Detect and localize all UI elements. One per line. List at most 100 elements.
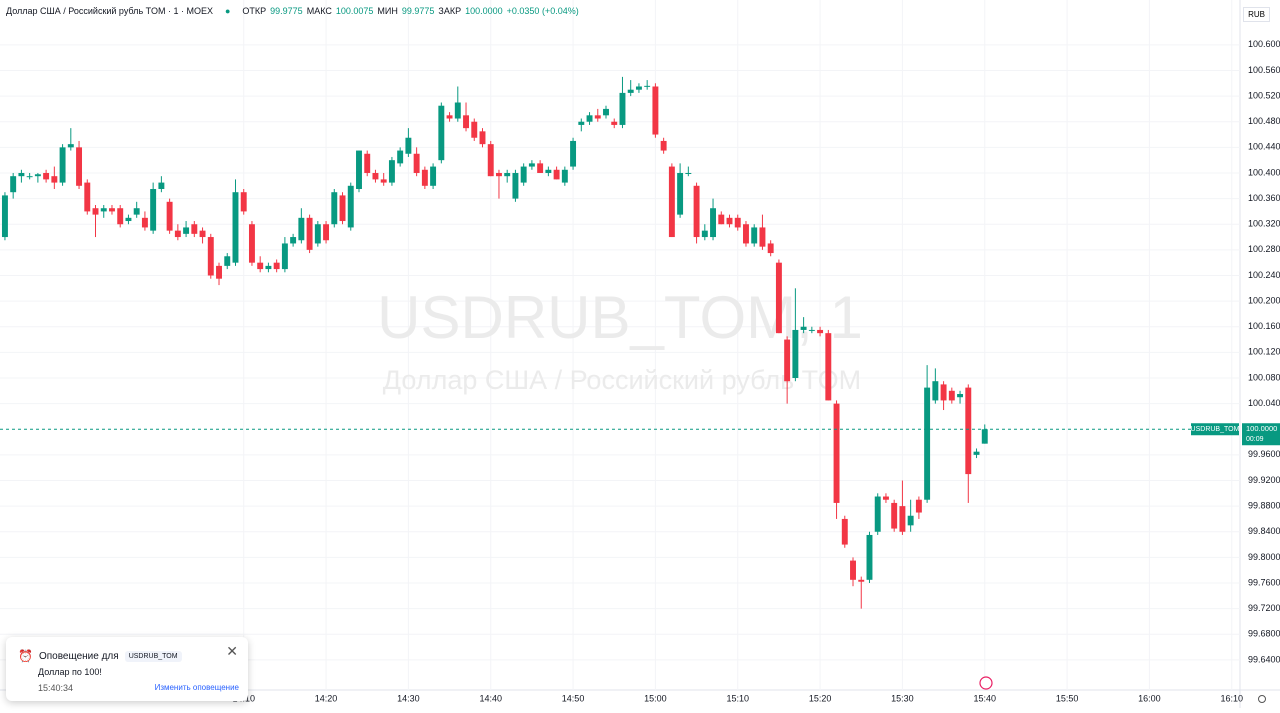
candle-body [265, 265, 272, 270]
candle-body [957, 394, 964, 398]
y-tick-label: 100.2400 [1248, 270, 1280, 280]
candle-body [644, 85, 651, 87]
candle-body [528, 163, 535, 167]
change: +0.0350 (+0.04%) [506, 6, 579, 16]
candle-body [948, 390, 955, 401]
candle-body [668, 166, 675, 238]
candle-body [174, 230, 181, 238]
y-tick-label: 99.9600 [1248, 449, 1280, 459]
candle-body [496, 172, 502, 177]
y-tick-label: 100.1600 [1248, 321, 1280, 331]
candle-body [100, 208, 107, 212]
candle-body [158, 182, 165, 189]
candle-body [635, 86, 642, 90]
candle-body [405, 137, 412, 154]
candle-body [454, 102, 461, 119]
candle-body [372, 172, 379, 180]
candle-body [67, 144, 74, 148]
candle-body [397, 150, 404, 164]
y-tick-label: 100.0800 [1248, 372, 1280, 382]
y-tick-label: 99.8800 [1248, 501, 1280, 511]
y-tick-label: 99.9200 [1248, 475, 1280, 485]
candle-body [43, 172, 50, 180]
candle-body [718, 214, 725, 225]
candle-body [298, 217, 305, 241]
ohlc-value: 100.0000 [465, 6, 503, 16]
candle-body [92, 208, 99, 215]
alert-time: 15:40:34 [38, 683, 74, 693]
y-tick-label: 99.7600 [1248, 577, 1280, 587]
candle-body [51, 176, 58, 183]
x-tick-label: 14:20 [315, 693, 338, 703]
candle-body [866, 534, 873, 580]
candle-body [833, 403, 840, 503]
x-tick-label: 15:50 [1056, 693, 1079, 703]
candle-body [734, 217, 741, 228]
candle-body [504, 172, 511, 177]
y-tick-label: 100.2000 [1248, 295, 1280, 305]
price-tag-text: 100.0000 [1246, 424, 1277, 433]
candle-body [553, 169, 560, 180]
ohlc-label: ОТКР [242, 6, 267, 16]
candle-body [281, 243, 288, 270]
candle-body [133, 208, 140, 215]
candle-body [438, 105, 445, 161]
candle-body [701, 230, 708, 238]
candle-body [891, 502, 898, 529]
candle-body [430, 166, 437, 186]
candle-body [841, 518, 848, 545]
y-tick-label: 100.5600 [1248, 65, 1280, 75]
y-tick-label: 100.3600 [1248, 193, 1280, 203]
candle-body [380, 179, 387, 183]
candle-body [652, 86, 659, 135]
currency[interactable]: RUB [1243, 7, 1270, 22]
candle-body [710, 208, 717, 238]
candle-body [109, 208, 115, 212]
x-tick-label: 15:10 [726, 693, 749, 703]
candle-body [570, 140, 577, 167]
candle-body [915, 499, 922, 513]
candle-body [537, 163, 544, 173]
candle-body [487, 144, 494, 177]
candle-body [84, 182, 91, 212]
candle-body [26, 176, 33, 178]
close-button[interactable]: ✕ [226, 643, 238, 659]
candle-body [767, 243, 774, 254]
candle-body [792, 329, 799, 378]
candle-body [973, 451, 980, 455]
candle-body [619, 92, 626, 125]
candle-body [1, 195, 8, 238]
candle-body [141, 217, 148, 228]
event-icon [979, 676, 993, 690]
candle-body [545, 169, 552, 173]
candle-body [685, 172, 692, 174]
candle-body [463, 115, 469, 129]
candle-body [207, 237, 214, 276]
candle-body [817, 329, 824, 334]
candle-body [314, 224, 321, 244]
symbol[interactable]: Доллар США / Российский рубль TOM · 1 · … [6, 6, 213, 16]
candle-body [347, 185, 354, 228]
candle-body [76, 147, 83, 186]
candle-body [191, 224, 198, 234]
candle-body [388, 160, 395, 183]
candle-body [800, 326, 807, 330]
candle-body [356, 150, 362, 189]
candle-body [693, 185, 700, 238]
alarm-icon: ⏰ [18, 649, 33, 663]
alert-title: Оповещение для [38, 650, 119, 662]
candle-body [520, 166, 527, 183]
candle-body [10, 176, 17, 193]
symbol-tag-text: USDRUB_TOM [1191, 426, 1240, 433]
candle-body [18, 172, 25, 177]
settings-icon [1258, 695, 1266, 703]
candle-body [965, 387, 972, 475]
candle-body [751, 227, 758, 244]
x-tick-label: 15:20 [809, 693, 832, 703]
ohlc-label: МАКС [306, 6, 332, 16]
alert-message: Доллар по 100! [38, 667, 102, 677]
candle-body [34, 174, 41, 177]
watermark: USDRUB_TOM, 1 [377, 284, 863, 351]
edit-alert[interactable]: Изменить оповещение [154, 683, 239, 692]
